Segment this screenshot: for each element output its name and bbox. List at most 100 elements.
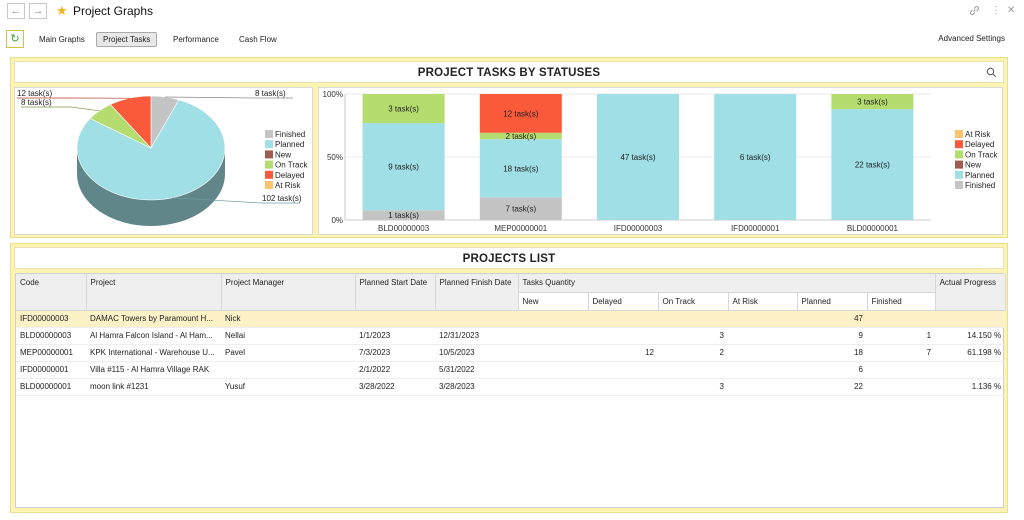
cell-manager: Pavel: [221, 344, 355, 362]
cell-on-track: [658, 310, 728, 328]
column-header-project[interactable]: Project: [86, 274, 222, 311]
cell-planned: 22: [797, 378, 867, 396]
more-vertical-icon[interactable]: ⋮: [991, 5, 1001, 16]
table-row[interactable]: BLD00000001 moon link #1231 Yusuf 3/28/2…: [16, 378, 1006, 396]
cell-at-risk: [728, 361, 797, 379]
x-tick-label: IFD00000003: [614, 224, 663, 233]
search-icon[interactable]: [986, 67, 997, 81]
back-button[interactable]: ←: [7, 3, 25, 19]
cell-new: [518, 344, 588, 362]
bar-data-label: 9 task(s): [388, 163, 419, 172]
cell-project: moon link #1231: [86, 378, 221, 396]
x-tick-label: BLD00000003: [378, 224, 430, 233]
column-header-on-track[interactable]: On Track: [658, 292, 729, 311]
close-icon[interactable]: ✕: [1007, 5, 1016, 16]
tab-main-graphs[interactable]: Main Graphs: [39, 35, 85, 44]
cell-planned: 47: [797, 310, 867, 328]
bar-segment-finished[interactable]: [479, 197, 562, 220]
column-header-new[interactable]: New: [518, 292, 589, 311]
table-row[interactable]: BLD00000003 Al Hamra Falcon Island - Al …: [16, 327, 1006, 345]
cell-delayed: [588, 310, 658, 328]
pie-slice-planned[interactable]: [76, 99, 226, 201]
star-icon[interactable]: ★: [56, 3, 68, 18]
pie-legend-swatch: [265, 150, 273, 159]
cell-planned: 18: [797, 344, 867, 362]
cell-new: [518, 327, 588, 345]
cell-delayed: [588, 361, 658, 379]
column-header-delayed[interactable]: Delayed: [588, 292, 659, 311]
table-row[interactable]: IFD00000001 Villa #115 - Al Hamra Villag…: [16, 361, 1006, 379]
bar-segment-on-track[interactable]: [831, 94, 914, 110]
cell-on-track: 3: [658, 378, 728, 396]
cell-project: DAMAC Towers by Paramount H...: [86, 310, 221, 328]
bar-segment-on-track[interactable]: [362, 94, 445, 124]
pie-slice-delayed[interactable]: [109, 95, 152, 149]
column-header-manager[interactable]: Project Manager: [221, 274, 356, 311]
cell-finished: 7: [867, 344, 936, 362]
cell-progress: 14.150 %: [935, 327, 1006, 345]
cell-manager: Nellai: [221, 327, 355, 345]
pie-legend-label: New: [275, 150, 291, 159]
cell-finished: [867, 310, 936, 328]
y-tick-label: 0%: [331, 216, 343, 225]
column-header-planned[interactable]: Planned: [797, 292, 868, 311]
pie-chart: 12 task(s) 8 task(s) 8 task(s) 102 task(s) F…: [14, 87, 313, 235]
bar-segment-finished[interactable]: [362, 210, 445, 220]
column-header-code[interactable]: Code: [16, 274, 87, 311]
y-tick-label: 100%: [323, 90, 343, 99]
cell-start: 1/1/2023: [355, 327, 435, 345]
status-panel-header: PROJECT TASKS BY STATUSES: [14, 61, 1004, 83]
refresh-button[interactable]: ↻: [6, 30, 24, 48]
cell-start: 3/28/2022: [355, 378, 435, 396]
bar-data-label: 47 task(s): [620, 153, 655, 162]
tab-performance[interactable]: Performance: [173, 35, 219, 44]
tab-project-tasks[interactable]: Project Tasks: [96, 32, 158, 47]
pie-leader-line: [21, 106, 100, 112]
bar-legend-swatch: [955, 170, 963, 179]
y-tick-label: 50%: [327, 153, 343, 162]
column-header-finish[interactable]: Planned Finish Date: [435, 274, 519, 311]
forward-button[interactable]: →: [29, 3, 47, 19]
refresh-icon: ↻: [10, 33, 20, 45]
cell-new: [518, 361, 588, 379]
bar-segment-planned[interactable]: [714, 94, 797, 220]
cell-start: 2/1/2022: [355, 361, 435, 379]
pie-data-label: 8 task(s): [255, 89, 286, 98]
pie-legend-swatch: [265, 181, 273, 189]
table-row[interactable]: IFD00000003 DAMAC Towers by Paramount H.…: [16, 310, 1006, 328]
bar-segment-planned[interactable]: [597, 94, 679, 220]
bar-segment-planned[interactable]: [831, 109, 914, 220]
cell-finished: [867, 378, 936, 396]
projects-panel-title: PROJECTS LIST: [462, 253, 556, 265]
cell-on-track: [658, 361, 728, 379]
tab-cash-flow[interactable]: Cash Flow: [239, 35, 277, 44]
pie-data-label: 8 task(s): [21, 98, 52, 107]
column-header-progress[interactable]: Actual Progress: [935, 274, 1006, 311]
cell-code: BLD00000001: [16, 378, 86, 396]
bar-data-label: 1 task(s): [388, 211, 419, 220]
projects-panel-header: PROJECTS LIST: [14, 247, 1004, 269]
bar-legend-label: At Risk: [965, 130, 991, 139]
pie-data-label: 12 task(s): [17, 89, 52, 98]
column-header-tasks-quantity[interactable]: Tasks Quantity: [518, 274, 936, 293]
table-row[interactable]: MEP00000001 KPK International - Warehous…: [16, 344, 1006, 362]
page-title: Project Graphs: [73, 4, 154, 18]
cell-progress: 1.136 %: [935, 378, 1006, 396]
cell-at-risk: [728, 310, 797, 328]
cell-finish: 5/31/2022: [435, 361, 518, 379]
pie-legend-label: On Track: [275, 161, 308, 170]
cell-finish: [435, 310, 518, 328]
pie-legend-label: Finished: [275, 130, 305, 139]
column-header-finished[interactable]: Finished: [867, 292, 936, 311]
bar-segment-delayed[interactable]: [479, 94, 562, 133]
bar-legend-swatch: [955, 150, 963, 159]
advanced-settings-link[interactable]: Advanced Settings: [938, 34, 1005, 43]
link-icon[interactable]: [969, 5, 980, 20]
cell-finish: 12/31/2023: [435, 327, 518, 345]
column-header-at-risk[interactable]: At Risk: [728, 292, 798, 311]
bar-segment-planned[interactable]: [362, 123, 445, 211]
pie-legend-swatch: [265, 170, 273, 179]
bar-segment-on-track[interactable]: [479, 132, 562, 140]
bar-segment-planned[interactable]: [479, 139, 562, 198]
column-header-start[interactable]: Planned Start Date: [355, 274, 436, 311]
